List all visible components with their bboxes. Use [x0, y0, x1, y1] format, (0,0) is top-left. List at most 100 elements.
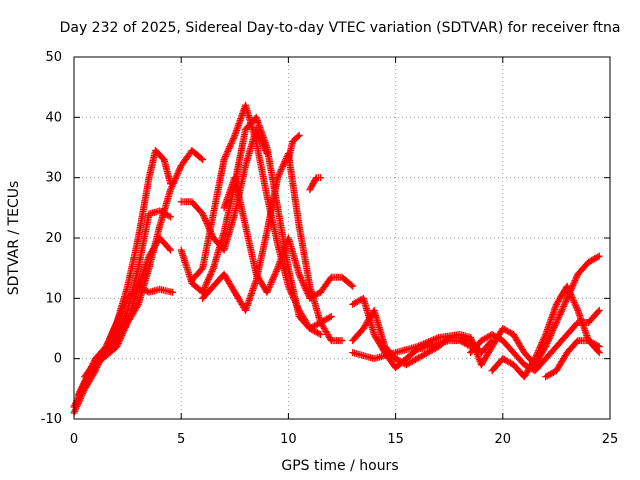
data-point [307, 183, 315, 191]
data-point [224, 146, 232, 154]
data-point [279, 162, 287, 170]
data-point [224, 148, 232, 156]
data-point [259, 141, 267, 149]
data-point [269, 275, 277, 283]
data-point [298, 277, 306, 285]
data-point [122, 322, 130, 330]
data-point [570, 280, 578, 288]
data-point [119, 304, 127, 312]
data-point [567, 292, 575, 300]
data-point [106, 334, 114, 342]
data-point [114, 341, 122, 349]
data-point [308, 181, 316, 189]
data-point [80, 379, 88, 387]
data-point [288, 290, 296, 298]
data-point [550, 325, 558, 333]
data-point [338, 337, 346, 345]
data-point [532, 351, 540, 359]
data-point [115, 314, 123, 322]
x-tick-label: 10 [280, 432, 297, 447]
data-point [315, 330, 323, 338]
data-point [317, 331, 325, 339]
data-point [279, 161, 287, 169]
data-point [547, 330, 555, 338]
data-point [415, 342, 423, 350]
data-point [557, 307, 565, 315]
data-point [310, 178, 318, 186]
data-point [565, 287, 573, 295]
data-point [533, 350, 541, 358]
data-point [538, 339, 546, 347]
data-point [263, 150, 271, 158]
data-point [202, 280, 210, 288]
data-point [166, 246, 174, 254]
data-point [116, 336, 124, 344]
data-point [79, 381, 87, 389]
data-point [430, 336, 438, 344]
data-point [108, 329, 116, 337]
y-tick-label: 0 [54, 352, 62, 367]
data-point [555, 312, 563, 320]
plot-frame [73, 56, 611, 420]
data-point [535, 345, 543, 353]
data-point [119, 328, 127, 336]
data-point [208, 267, 216, 275]
data-point [560, 302, 568, 310]
data-point [262, 148, 270, 156]
data-point [530, 356, 538, 364]
data-point [565, 285, 573, 293]
data-point [199, 211, 207, 219]
data-point [222, 151, 230, 159]
data-point [229, 135, 237, 143]
x-tick-label: 25 [602, 432, 619, 447]
y-tick-label: 50 [45, 50, 62, 65]
data-point [205, 274, 213, 282]
data-point [204, 277, 212, 285]
data-point [545, 336, 553, 344]
data-point [267, 280, 275, 288]
data-point [595, 343, 603, 351]
data-point [557, 309, 565, 317]
data-point [561, 299, 569, 307]
data-point [199, 156, 207, 164]
data-point [273, 266, 281, 274]
data-point [77, 386, 85, 394]
y-tick-label: 10 [45, 291, 62, 306]
data-point [426, 337, 434, 345]
data-point [304, 290, 312, 298]
data-point [594, 308, 602, 316]
data-point [105, 336, 113, 344]
data-point [428, 336, 436, 344]
data-point [175, 166, 183, 174]
data-point [174, 168, 182, 176]
data-point [295, 131, 303, 139]
data-point [74, 391, 82, 399]
data-point [258, 138, 266, 146]
data-point [566, 289, 574, 297]
data-point [113, 319, 121, 327]
data-point [77, 384, 85, 392]
data-point [534, 348, 542, 356]
data-point [563, 294, 571, 302]
data-point [120, 327, 128, 335]
data-point [209, 266, 217, 274]
data-point [71, 406, 79, 414]
data-point [294, 303, 302, 311]
data-point [550, 323, 558, 331]
data-point [431, 335, 439, 343]
data-point [564, 284, 572, 292]
data-point [425, 338, 433, 346]
y-axis-label: SDTVAR / TECUs [6, 181, 22, 296]
data-point [572, 273, 580, 281]
data-point [289, 292, 297, 300]
data-point [300, 281, 308, 289]
data-point [278, 164, 286, 172]
data-point [562, 296, 570, 304]
data-point [257, 135, 265, 143]
data-point [542, 343, 550, 351]
data-point [572, 303, 580, 311]
data-point [201, 283, 209, 291]
data-point [433, 334, 441, 342]
data-point [229, 136, 237, 144]
data-point [226, 143, 234, 151]
